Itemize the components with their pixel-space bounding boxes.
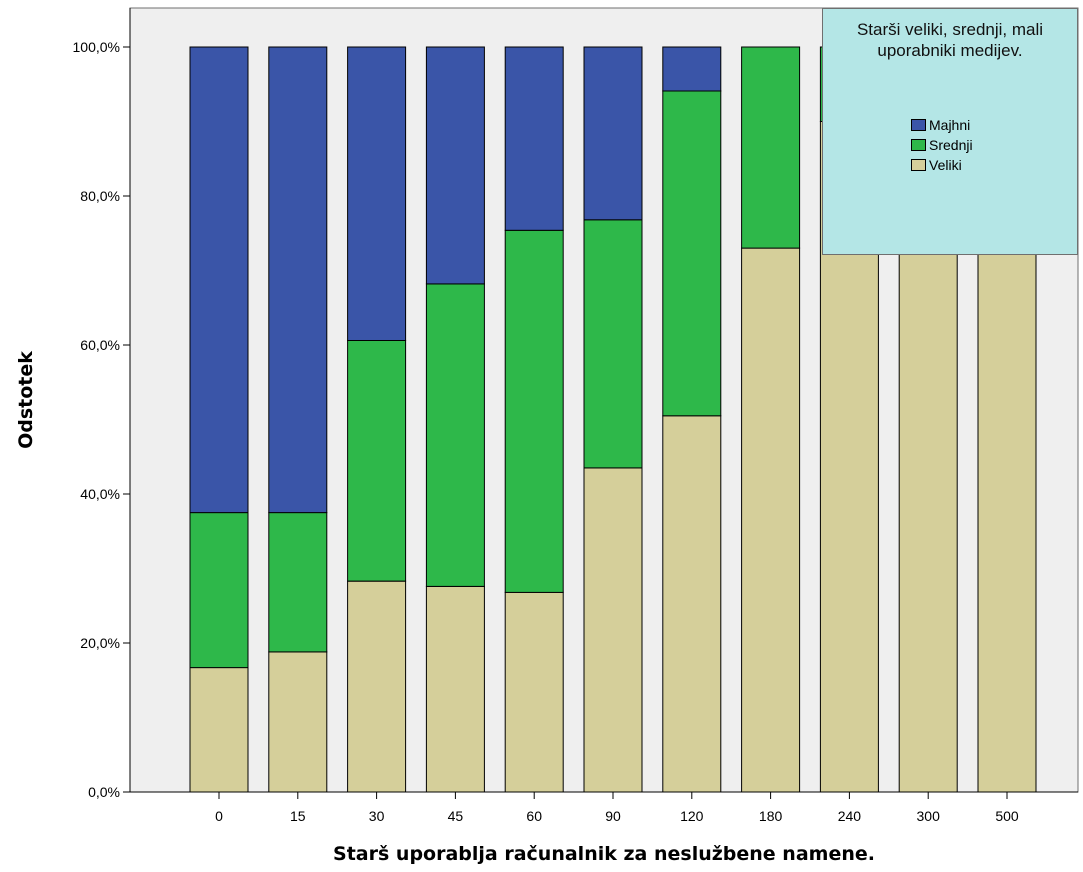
x-tick-label: 60: [526, 808, 542, 824]
x-tick-label: 180: [759, 808, 783, 824]
bar-segment-majhni-0: [189, 46, 249, 514]
bar-segment-srednji-45: [425, 283, 485, 587]
legend-swatch: [911, 159, 926, 171]
y-tick-label: 100,0%: [73, 39, 120, 55]
y-tick-label: 40,0%: [80, 486, 120, 502]
legend-label: Majhni: [929, 117, 971, 133]
x-tick-label: 120: [680, 808, 704, 824]
x-tick-label: 45: [448, 808, 464, 824]
bar-segment-majhni-60: [504, 46, 564, 231]
legend-title: Starši veliki, srednji, mali uporabniki …: [856, 20, 1044, 60]
bar-segment-majhni-90: [583, 46, 643, 221]
legend-item-veliki: Veliki: [911, 155, 962, 175]
y-tick-label: 80,0%: [80, 188, 120, 204]
x-axis: 0 15 30 45 60 90 120 180 240 300 500: [130, 791, 1078, 824]
x-tick-label: 0: [215, 808, 223, 824]
bar-segment-majhni-45: [425, 46, 485, 285]
x-tick-label: 500: [995, 808, 1019, 824]
bar-segment-srednji-90: [583, 219, 643, 469]
y-axis: 0,0% 20,0% 40,0% 60,0% 80,0% 100,0%: [73, 8, 131, 800]
x-tick-label: 240: [838, 808, 862, 824]
bar-segment-veliki-120: [662, 415, 722, 793]
y-axis-title: Odstotek: [15, 351, 37, 449]
y-tick-label: 20,0%: [80, 635, 120, 651]
x-axis-title: Starš uporablja računalnik za neslužbene…: [333, 843, 875, 865]
bar-segment-srednji-180: [741, 46, 801, 249]
y-tick-label: 60,0%: [80, 337, 120, 353]
legend: Starši veliki, srednji, mali uporabniki …: [822, 8, 1078, 255]
bar-segment-veliki-90: [583, 467, 643, 793]
bar-segment-veliki-30: [347, 580, 407, 793]
bar-segment-majhni-15: [268, 46, 328, 514]
bar-segment-majhni-30: [347, 46, 407, 341]
bar-segment-srednji-60: [504, 229, 564, 593]
legend-label: Veliki: [929, 157, 962, 173]
legend-item-srednji: Srednji: [911, 135, 973, 155]
bar-segment-veliki-45: [425, 585, 485, 793]
legend-swatch: [911, 119, 926, 131]
legend-item-majhni: Majhni: [911, 115, 970, 135]
bar-segment-majhni-120: [662, 46, 722, 92]
bar-segment-srednji-0: [189, 512, 249, 669]
bar-segment-veliki-60: [504, 591, 564, 793]
bar-segment-srednji-15: [268, 512, 328, 653]
bar-segment-srednji-30: [347, 340, 407, 582]
y-tick-label: 0,0%: [88, 784, 120, 800]
bar-segment-veliki-180: [741, 247, 801, 793]
legend-swatch: [911, 139, 926, 151]
bar-segment-veliki-15: [268, 651, 328, 793]
x-tick-label: 300: [917, 808, 941, 824]
legend-label: Srednji: [929, 137, 973, 153]
x-tick-label: 90: [605, 808, 621, 824]
x-tick-label: 30: [369, 808, 385, 824]
bar-segment-srednji-120: [662, 90, 722, 417]
bar-segment-veliki-0: [189, 667, 249, 793]
x-tick-label: 15: [290, 808, 306, 824]
